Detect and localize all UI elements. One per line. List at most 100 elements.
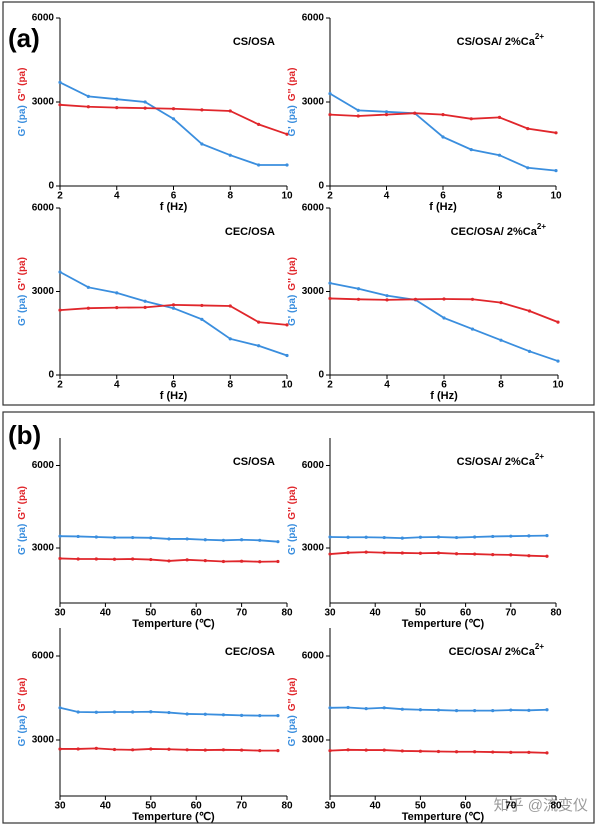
data-point (171, 306, 176, 310)
data-point (58, 308, 62, 312)
data-point (499, 338, 503, 342)
data-point (94, 557, 98, 561)
x-tick-label: 30 (54, 801, 66, 812)
x-tick-label: 40 (100, 608, 112, 619)
data-point (200, 108, 204, 112)
data-point (149, 710, 153, 714)
y-tick-label: 0 (318, 370, 324, 381)
data-point (143, 100, 147, 104)
data-point (58, 706, 62, 710)
data-point (200, 142, 204, 146)
chart-title: CS/OSA/ 2%Ca2+ (457, 452, 545, 468)
x-tick-label: 10 (281, 191, 293, 202)
data-point (385, 298, 389, 302)
panel-frame (2, 1, 595, 406)
y-tick-label: 6000 (32, 13, 55, 24)
data-point (509, 553, 513, 557)
data-point (86, 306, 90, 310)
data-point (385, 294, 389, 298)
data-point (167, 710, 171, 715)
chart-title-text: CS/OSA/ 2%Ca (457, 36, 536, 48)
y-tick-label: 6000 (302, 203, 325, 214)
chart-title-sup: 2+ (535, 642, 544, 651)
data-point (203, 559, 207, 563)
data-point (382, 535, 386, 540)
x-tick-label: 70 (236, 608, 248, 619)
y-axis-label-part: G'' (pa) (287, 257, 298, 291)
data-point (86, 94, 90, 98)
data-point (473, 552, 477, 556)
data-point (356, 108, 360, 112)
data-point (171, 117, 176, 121)
data-point (185, 558, 189, 562)
data-point (491, 750, 495, 754)
x-tick-label: 10 (550, 191, 562, 202)
data-point (258, 560, 262, 564)
data-point (143, 299, 147, 303)
y-tick-label: 6000 (32, 651, 55, 662)
x-tick-label: 50 (145, 608, 157, 619)
y-tick-label: 3000 (32, 97, 55, 108)
x-tick-label: 40 (100, 801, 112, 812)
data-point (454, 709, 459, 713)
data-point (346, 705, 350, 710)
data-point (356, 287, 361, 291)
x-tick-label: 40 (370, 608, 382, 619)
y-axis-label: G' (pa) G'' (pa) (287, 678, 298, 747)
x-tick-label: 4 (384, 191, 390, 202)
y-tick-label: 0 (48, 181, 54, 192)
data-point (328, 706, 332, 710)
data-point (58, 80, 62, 84)
data-point (240, 748, 244, 752)
x-tick-label: 8 (227, 191, 233, 202)
data-point (497, 115, 502, 119)
panel-frame (2, 411, 595, 824)
data-point (328, 749, 332, 753)
y-axis-label-part: G' (pa) (287, 295, 298, 326)
chart-title: CEC/OSA/ 2%Ca2+ (451, 222, 547, 238)
y-axis-label: G' (pa) G'' (pa) (17, 257, 28, 326)
data-point (554, 169, 558, 173)
x-tick-label: 6 (441, 380, 447, 391)
data-point (328, 535, 332, 539)
y-axis-label-part: G'' (pa) (17, 257, 28, 291)
data-point (94, 710, 98, 714)
data-point (469, 117, 473, 121)
data-point (240, 713, 244, 717)
y-tick-label: 3000 (302, 286, 325, 297)
data-point (382, 551, 386, 555)
data-point (131, 710, 135, 714)
data-point (115, 291, 119, 295)
y-axis-label-part: G' (pa) (17, 524, 28, 555)
y-axis-label: G' (pa) G'' (pa) (17, 678, 28, 747)
data-point (346, 748, 350, 752)
x-tick-label: 6 (171, 191, 177, 202)
x-tick-label: 8 (227, 380, 233, 391)
data-point (382, 706, 386, 710)
data-point (257, 320, 261, 324)
data-point (149, 557, 153, 562)
data-point (491, 553, 495, 557)
data-point (328, 92, 332, 96)
data-point (442, 297, 446, 301)
y-axis-label: G' (pa) G'' (pa) (287, 68, 298, 137)
x-tick-label: 70 (236, 801, 248, 812)
data-point (441, 113, 445, 117)
y-tick-label: 6000 (302, 651, 325, 662)
data-point (58, 747, 62, 751)
data-point (185, 748, 189, 752)
y-axis-label: G' (pa) G'' (pa) (17, 68, 28, 137)
x-axis-label: f (Hz) (429, 201, 457, 213)
data-point (221, 559, 226, 564)
data-point (131, 748, 135, 752)
series-line (59, 81, 287, 166)
data-point (356, 297, 361, 301)
data-point (257, 163, 261, 167)
data-point (149, 747, 153, 751)
x-tick-label: 10 (281, 380, 293, 391)
data-point (527, 309, 532, 313)
data-point (258, 714, 262, 718)
data-point (221, 713, 226, 717)
data-point (454, 552, 459, 556)
